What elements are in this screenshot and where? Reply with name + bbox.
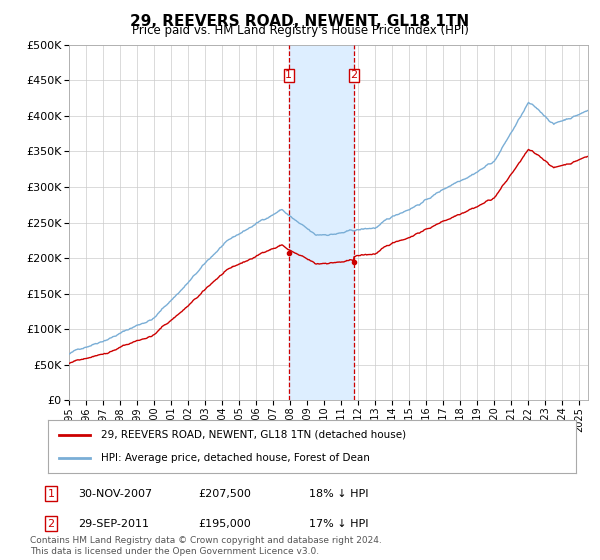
Text: 1: 1	[286, 71, 292, 81]
Text: 29, REEVERS ROAD, NEWENT, GL18 1TN (detached house): 29, REEVERS ROAD, NEWENT, GL18 1TN (deta…	[101, 430, 406, 440]
Text: Price paid vs. HM Land Registry's House Price Index (HPI): Price paid vs. HM Land Registry's House …	[131, 24, 469, 37]
Text: Contains HM Land Registry data © Crown copyright and database right 2024.
This d: Contains HM Land Registry data © Crown c…	[30, 536, 382, 556]
Text: HPI: Average price, detached house, Forest of Dean: HPI: Average price, detached house, Fore…	[101, 453, 370, 463]
Text: 17% ↓ HPI: 17% ↓ HPI	[309, 519, 368, 529]
Text: 2: 2	[47, 519, 55, 529]
Text: 1: 1	[47, 489, 55, 499]
Text: 30-NOV-2007: 30-NOV-2007	[78, 489, 152, 499]
Text: £195,000: £195,000	[198, 519, 251, 529]
Text: 29-SEP-2011: 29-SEP-2011	[78, 519, 149, 529]
Text: 2: 2	[350, 71, 358, 81]
Text: 29, REEVERS ROAD, NEWENT, GL18 1TN: 29, REEVERS ROAD, NEWENT, GL18 1TN	[130, 14, 470, 29]
Text: £207,500: £207,500	[198, 489, 251, 499]
Bar	[289, 45, 354, 400]
Text: 18% ↓ HPI: 18% ↓ HPI	[309, 489, 368, 499]
